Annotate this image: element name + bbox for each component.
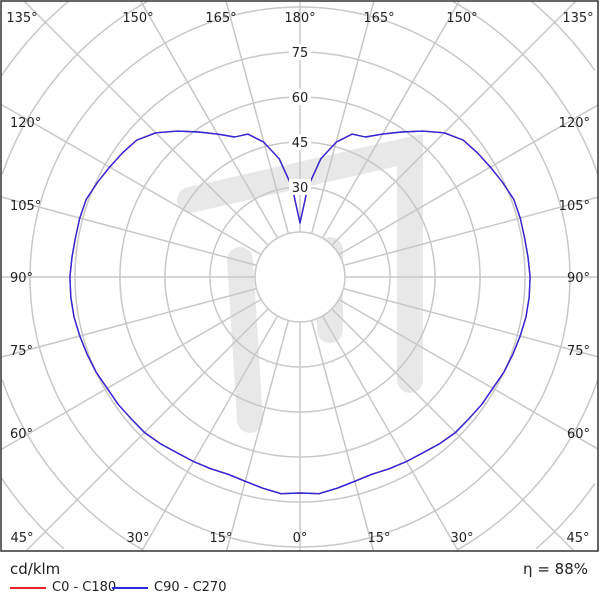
angle-label: 135° xyxy=(562,11,593,26)
angle-label: 15° xyxy=(209,531,232,546)
angle-label: 165° xyxy=(363,11,394,26)
grid-spoke xyxy=(321,0,460,239)
efficiency-label: η = 88% xyxy=(523,560,588,578)
series-line-c90-c270 xyxy=(69,130,531,495)
grid-ring xyxy=(1,379,143,551)
radial-tick-label: 30 xyxy=(292,181,309,196)
angle-label: 120° xyxy=(10,116,41,131)
grid-spoke xyxy=(343,196,599,267)
angle-label: 180° xyxy=(284,11,315,26)
grid-ring xyxy=(0,0,70,77)
angle-label: 0° xyxy=(293,531,308,546)
grid-ring xyxy=(254,231,346,323)
radial-tick-label: 75 xyxy=(292,46,309,61)
radial-tick-labels: 30 45 60 75 xyxy=(289,44,311,196)
grid-ring xyxy=(535,483,596,550)
grid-spoke xyxy=(23,0,269,246)
grid-spoke xyxy=(0,298,262,451)
grid-spoke xyxy=(321,315,459,552)
tick-label-bg xyxy=(289,89,311,105)
angle-label: 60° xyxy=(567,427,590,442)
angle-label: 15° xyxy=(367,531,390,546)
grid-ring xyxy=(1,0,148,175)
legend-item-c0: C0 - C180 xyxy=(10,580,116,595)
angle-label: 120° xyxy=(559,116,590,131)
grid-spoke xyxy=(225,320,290,552)
polar-grid xyxy=(0,0,599,552)
legend-swatch-red xyxy=(10,586,46,589)
grid-spoke xyxy=(0,196,257,267)
grid-spoke xyxy=(338,298,599,450)
grid-ring xyxy=(457,379,599,551)
tick-label-bg xyxy=(289,179,311,195)
angle-label: 150° xyxy=(446,11,477,26)
legend-swatch-blue xyxy=(112,586,148,589)
angle-label: 105° xyxy=(559,199,590,214)
angle-labels: 135° 150° 165° 180° 165° 150° 135° 45° 30° 15° 0° 1… xyxy=(6,11,593,546)
angle-label: 60° xyxy=(10,427,33,442)
tick-label-bg xyxy=(289,44,311,60)
angle-label: 75° xyxy=(567,344,590,359)
angle-label: 135° xyxy=(6,11,37,26)
grid-ring xyxy=(0,477,65,550)
unit-label: cd/klm xyxy=(10,560,61,578)
tick-label-bg xyxy=(289,134,311,150)
angle-label: 90° xyxy=(10,271,33,286)
grid-spoke xyxy=(343,287,599,358)
grid-spoke xyxy=(338,104,599,256)
grid-spoke xyxy=(140,0,279,239)
angle-label: 30° xyxy=(126,531,149,546)
grid-spoke xyxy=(310,0,375,234)
angle-label: 30° xyxy=(450,531,473,546)
legend-item-c90: C90 - C270 xyxy=(112,580,226,595)
grid-spoke xyxy=(225,0,290,234)
legend-label: C90 - C270 xyxy=(154,580,227,595)
angle-label: 165° xyxy=(205,11,236,26)
angle-label: 45° xyxy=(10,531,33,546)
angle-label: 75° xyxy=(10,344,33,359)
grid-ring xyxy=(530,0,596,71)
angle-label: 45° xyxy=(566,531,589,546)
grid-spoke xyxy=(310,320,375,552)
grid-spoke xyxy=(0,103,262,256)
angle-label: 105° xyxy=(10,199,41,214)
grid-spoke xyxy=(25,308,269,552)
angle-label: 150° xyxy=(122,11,153,26)
radial-tick-label: 45 xyxy=(292,136,309,151)
angle-label: 90° xyxy=(567,271,590,286)
chart-frame xyxy=(0,0,599,552)
curves xyxy=(69,130,531,495)
grid-ring xyxy=(452,0,599,175)
legend-label: C0 - C180 xyxy=(52,580,117,595)
grid-spoke xyxy=(331,308,575,552)
grid-spoke xyxy=(141,315,279,552)
grid-spoke xyxy=(0,287,257,358)
radial-tick-label: 60 xyxy=(292,91,309,106)
grid-spoke xyxy=(331,0,577,246)
